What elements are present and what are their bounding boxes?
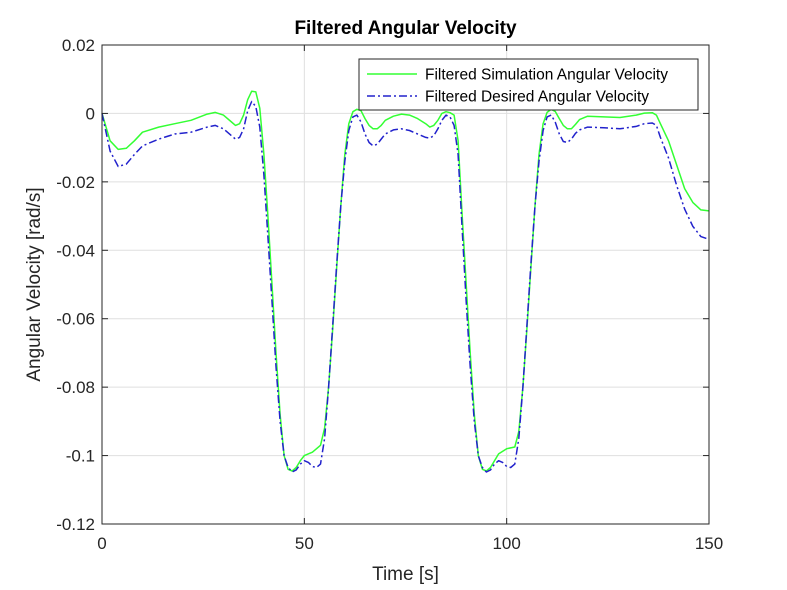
legend-box — [358, 58, 699, 111]
series-line-2 — [101, 100, 710, 473]
chart-title: Filtered Angular Velocity — [294, 18, 517, 39]
x-tick-label: 150 — [695, 534, 723, 553]
x-tick-label: 100 — [492, 534, 520, 553]
y-tick-label: -0.06 — [56, 310, 95, 329]
y-tick-label: 0.02 — [62, 36, 95, 55]
legend-label-1: Filtered Simulation Angular Velocity — [425, 67, 668, 84]
y-tick-label: -0.08 — [56, 378, 95, 397]
series-layer — [101, 90, 710, 473]
y-tick-label: -0.02 — [56, 173, 95, 192]
y-axis-label: Angular Velocity [rad/s] — [24, 187, 45, 381]
x-tick-label: 0 — [97, 534, 106, 553]
plot-area — [102, 45, 709, 524]
axis-ticks: 0 50 100 150 0.02 0 -0.02 -0.04 -0.06 -0.08 -0.1 -0… — [56, 36, 723, 553]
y-tick-label: -0.12 — [56, 515, 95, 534]
legend: Filtered Simulation Angular Velocity Filt… — [358, 58, 699, 111]
x-axis-label: Time [s] — [372, 564, 439, 585]
legend-label-2: Filtered Desired Angular Velocity — [425, 89, 649, 106]
y-tick-label: 0 — [86, 104, 95, 123]
series-line-1 — [101, 90, 710, 472]
x-tick-label: 50 — [295, 534, 314, 553]
y-tick-label: -0.04 — [56, 241, 95, 260]
y-tick-label: -0.1 — [66, 447, 95, 466]
axes-frame — [101, 44, 710, 525]
grid-lines — [102, 45, 709, 524]
